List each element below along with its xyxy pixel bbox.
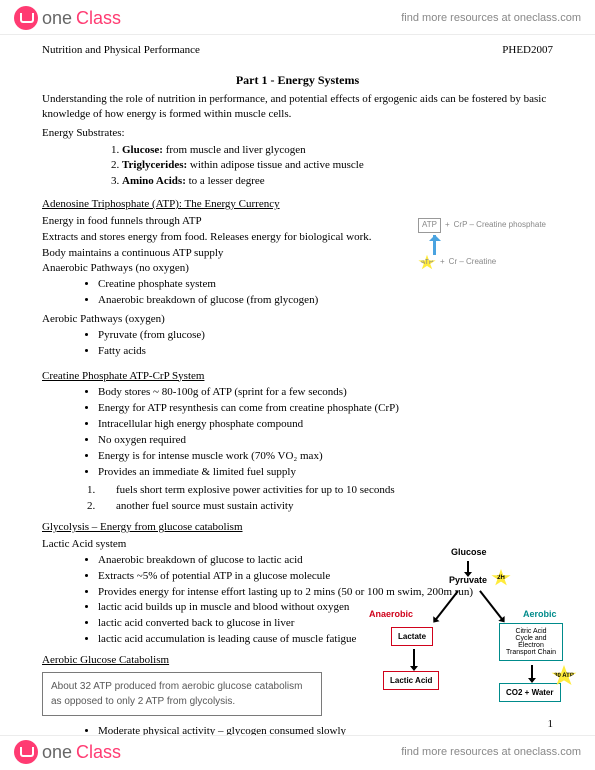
substrates-list: Glucose: from muscle and liver glycogen … — [122, 143, 553, 190]
anaerobic-label: Anaerobic — [369, 609, 413, 619]
double-arrow-icon — [428, 235, 442, 255]
co2-water-box: CO2 + Water — [499, 683, 561, 702]
arrow-diag-icon — [435, 591, 458, 620]
brand-text-one: one — [42, 8, 72, 29]
arrow-down-icon — [413, 649, 415, 667]
atp-star-icon: 2H — [491, 569, 511, 587]
crp-heading: Creatine Phosphate ATP-CrP System — [42, 369, 553, 384]
list-item: Energy is for intense muscle work (70% V… — [98, 449, 553, 464]
arrow-down-icon — [467, 561, 469, 573]
brand-circle-icon — [14, 6, 38, 30]
atp-heading: Adenosine Triphosphate (ATP): The Energy… — [42, 197, 553, 212]
list-item: Glucose: from muscle and liver glycogen — [122, 143, 553, 158]
aerobic-label: Aerobic — [523, 609, 557, 619]
plus-icon: + — [445, 220, 450, 231]
list-item: Provides an immediate & limited fuel sup… — [98, 465, 553, 480]
course-code: PHED2007 — [502, 43, 553, 58]
brand-logo: oneClass — [14, 740, 121, 764]
resources-link[interactable]: find more resources at oneclass.com — [401, 12, 581, 24]
plus-icon: + — [440, 257, 445, 268]
glucose-label: Glucose — [451, 547, 487, 557]
brand-circle-icon — [14, 740, 38, 764]
brand-logo: oneClass — [14, 6, 121, 30]
arrow-diag-icon — [479, 591, 502, 620]
list-item: Anaerobic breakdown of glucose (from gly… — [98, 293, 408, 308]
pyruvate-label: Pyruvate — [449, 575, 487, 585]
anaerobic-label: Anaerobic Pathways (no oxygen) — [42, 261, 408, 276]
list-item: Pyruvate (from glucose) — [98, 328, 408, 343]
crp-list: Body stores ~ 80-100g of ATP (sprint for… — [98, 385, 553, 479]
brand-text-one: one — [42, 742, 72, 763]
intro-paragraph: Understanding the role of nutrition in p… — [42, 92, 553, 122]
brand-text-class: Class — [76, 8, 121, 29]
atp-crp-diagram: ATP + CrP – Creatine phosphate ATP + Cr … — [418, 214, 553, 273]
text-line: Body maintains a continuous ATP supply — [42, 246, 408, 261]
glucose-pathway-diagram: Glucose Pyruvate 2H Anaerobic Aerobic La… — [359, 547, 569, 712]
glycolysis-heading: Glycolysis – Energy from glucose catabol… — [42, 520, 553, 535]
watermark-footer: oneClass find more resources at oneclass… — [0, 735, 595, 770]
part-title: Part 1 - Energy Systems — [42, 72, 553, 88]
text-line: Energy in food funnels through ATP — [42, 214, 408, 229]
text-line: Extracts and stores energy from food. Re… — [42, 230, 408, 245]
anaerobic-list: Creatine phosphate system Anaerobic brea… — [98, 277, 408, 308]
cr-label: Cr – Creatine — [449, 257, 497, 268]
list-item: Creatine phosphate system — [98, 277, 408, 292]
atp-star-icon: ATP — [418, 255, 436, 271]
list-item: fuels short term explosive power activit… — [98, 483, 553, 498]
brand-text-class: Class — [76, 742, 121, 763]
aerobic-list: Pyruvate (from glucose) Fatty acids — [98, 328, 408, 359]
list-item: Amino Acids: to a lesser degree — [122, 174, 553, 189]
list-item: Body stores ~ 80-100g of ATP (sprint for… — [98, 385, 553, 400]
list-item: Energy for ATP resynthesis can come from… — [98, 401, 553, 416]
crp-label: CrP – Creatine phosphate — [454, 220, 546, 231]
list-item: Fatty acids — [98, 344, 408, 359]
course-title: Nutrition and Physical Performance — [42, 43, 200, 58]
lactic-acid-box: Lactic Acid — [383, 671, 439, 690]
atp-callout-box: About 32 ATP produced from aerobic gluco… — [42, 672, 322, 716]
resources-link[interactable]: find more resources at oneclass.com — [401, 746, 581, 758]
aerobic-label: Aerobic Pathways (oxygen) — [42, 312, 408, 327]
watermark-header: oneClass find more resources at oneclass… — [0, 0, 595, 35]
arrow-down-icon — [531, 665, 533, 679]
list-item: Intracellular high energy phosphate comp… — [98, 417, 553, 432]
doc-header-row: Nutrition and Physical Performance PHED2… — [42, 43, 553, 58]
page-number: 1 — [548, 718, 554, 730]
list-item: another fuel source must sustain activit… — [98, 499, 553, 514]
list-item: Triglycerides: within adipose tissue and… — [122, 158, 553, 173]
citric-cycle-box: Citric Acid Cycle and Electron Transport… — [499, 623, 563, 661]
crp-numbered-list: fuels short term explosive power activit… — [98, 483, 553, 514]
list-item: No oxygen required — [98, 433, 553, 448]
atp-box: ATP — [418, 218, 441, 233]
energy-substrates-label: Energy Substrates: — [42, 126, 553, 141]
lactate-box: Lactate — [391, 627, 433, 646]
